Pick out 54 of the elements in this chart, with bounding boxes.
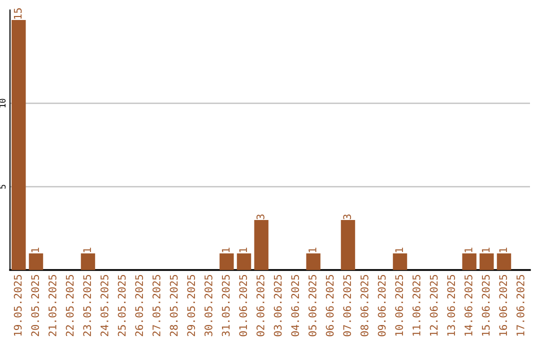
x-tick-label: 20.05.2025 <box>31 275 40 336</box>
x-tick-label: 10.06.2025 <box>395 275 404 336</box>
data-label: 1 <box>239 248 247 252</box>
data-label: 1 <box>308 248 316 252</box>
x-tick-label: 14.06.2025 <box>464 275 472 336</box>
bar <box>28 253 44 270</box>
x-tick-label: 23.05.2025 <box>83 275 92 336</box>
x-tick-label: 26.05.2025 <box>135 275 144 336</box>
x-tick-label: 28.05.2025 <box>170 275 178 336</box>
data-label: 1 <box>482 248 490 252</box>
x-tick-label: 25.05.2025 <box>118 275 126 336</box>
bar <box>462 253 476 270</box>
bar <box>254 220 268 270</box>
x-tick-label: 04.06.2025 <box>291 275 300 336</box>
x-tick-label: 15.06.2025 <box>482 275 490 336</box>
x-tick-label: 19.05.2025 <box>14 275 22 336</box>
bar <box>392 253 408 270</box>
x-tick-label: 29.05.2025 <box>187 275 196 336</box>
x-tick-label: 24.05.2025 <box>100 275 108 336</box>
x-tick-label: 03.06.2025 <box>274 275 282 336</box>
x-tick-label: 08.06.2025 <box>360 275 368 336</box>
bar <box>220 253 234 270</box>
bar <box>496 253 512 270</box>
x-tick-label: 16.06.2025 <box>499 275 508 336</box>
bar <box>12 20 26 270</box>
x-tick-label: 27.05.2025 <box>152 275 160 336</box>
x-tick-label: 07.06.2025 <box>343 275 352 336</box>
x-tick-label: 13.06.2025 <box>447 275 456 336</box>
data-label: 1 <box>464 248 472 252</box>
data-label: 1 <box>31 248 39 252</box>
bar <box>306 253 320 270</box>
data-label: 3 <box>256 214 264 220</box>
x-tick-label: 21.05.2025 <box>48 275 56 336</box>
x-tick-label: 31.05.2025 <box>222 275 230 336</box>
x-tick-label: 06.06.2025 <box>326 275 334 336</box>
x-tick-label: 17.06.2025 <box>516 275 524 336</box>
bar <box>480 253 494 270</box>
x-tick-label: 11.06.2025 <box>412 275 420 336</box>
data-label: 15 <box>14 8 22 19</box>
data-label: 1 <box>83 248 91 252</box>
x-tick-label: 05.06.2025 <box>308 275 316 336</box>
x-tick-label: 01.06.2025 <box>239 275 248 336</box>
bar <box>340 220 356 270</box>
x-tick-label: 12.06.2025 <box>430 275 438 336</box>
bar <box>80 253 96 270</box>
data-label: 1 <box>499 248 507 252</box>
x-tick-label: 22.05.2025 <box>66 275 74 336</box>
data-label: 1 <box>395 248 403 252</box>
x-tick-label: 09.06.2025 <box>378 275 386 336</box>
bar <box>236 253 252 270</box>
x-tick-label: 30.05.2025 <box>204 275 212 336</box>
data-label: 3 <box>343 214 352 220</box>
x-tick-label: 02.06.2025 <box>256 275 264 336</box>
data-label: 1 <box>222 248 230 252</box>
